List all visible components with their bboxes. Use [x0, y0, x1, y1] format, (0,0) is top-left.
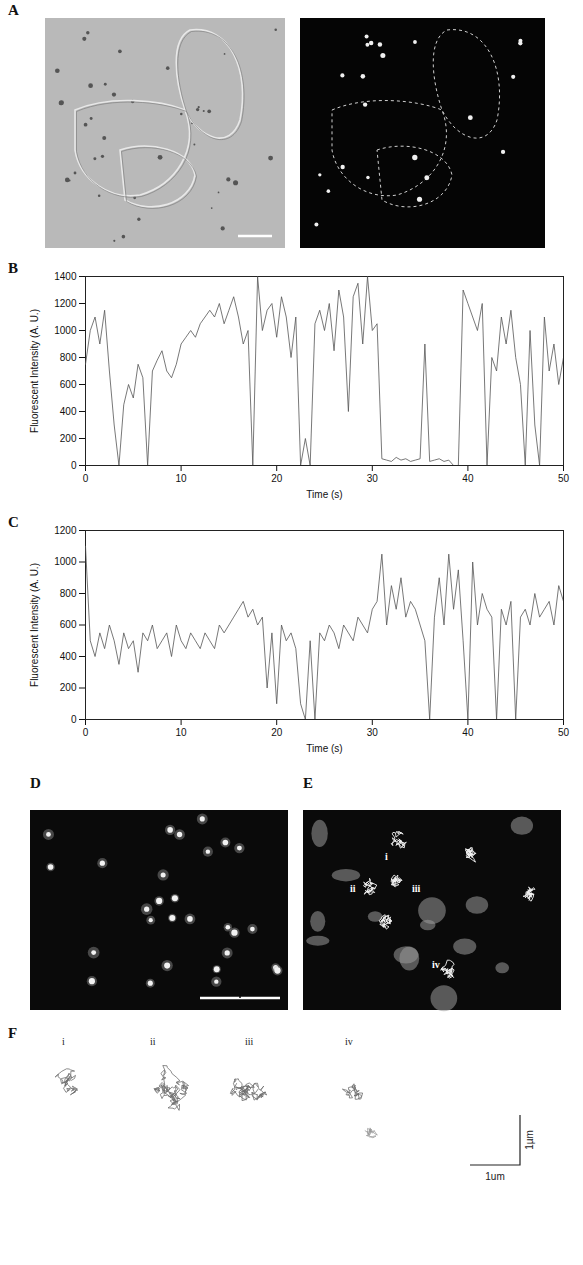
svg-text:400: 400 — [60, 651, 77, 662]
svg-text:iii: iii — [245, 1036, 254, 1047]
svg-text:50: 50 — [558, 727, 570, 738]
svg-text:1200: 1200 — [54, 298, 77, 309]
svg-text:1400: 1400 — [54, 271, 77, 282]
html-text:C: C — [8, 514, 19, 530]
svg-text:0: 0 — [71, 714, 77, 725]
svg-text:i: i — [62, 1036, 65, 1047]
svg-text:0: 0 — [83, 473, 89, 484]
svg-text:1µm: 1µm — [524, 1130, 535, 1150]
svg-text:20: 20 — [271, 473, 283, 484]
svg-text:30: 30 — [367, 473, 379, 484]
svg-text:iv: iv — [345, 1036, 353, 1047]
html-text:E: E — [303, 775, 313, 791]
svg-text:40: 40 — [462, 727, 474, 738]
svg-text:0: 0 — [71, 460, 77, 471]
svg-text:800: 800 — [60, 352, 77, 363]
svg-text:ii: ii — [350, 883, 356, 894]
svg-text:30: 30 — [367, 727, 379, 738]
html-text:F: F — [8, 1025, 18, 1041]
html-text:A: A — [8, 2, 19, 18]
svg-text:ii: ii — [150, 1036, 156, 1047]
svg-text:0: 0 — [83, 727, 89, 738]
svg-text:10: 10 — [176, 727, 188, 738]
svg-text:600: 600 — [60, 619, 77, 630]
html-text:B: B — [8, 260, 18, 276]
svg-text:800: 800 — [60, 588, 77, 599]
svg-text:400: 400 — [60, 406, 77, 417]
svg-text:10: 10 — [176, 473, 188, 484]
svg-text:Time (s): Time (s) — [306, 743, 342, 754]
svg-text:600: 600 — [60, 379, 77, 390]
svg-text:Fluorescent Intensity (A. U.): Fluorescent Intensity (A. U.) — [29, 309, 40, 433]
svg-text:1um: 1um — [485, 1171, 504, 1182]
html-text:D: D — [30, 775, 41, 791]
svg-text:20: 20 — [271, 727, 283, 738]
svg-text:50: 50 — [558, 473, 570, 484]
svg-text:40: 40 — [462, 473, 474, 484]
svg-text:1200: 1200 — [54, 525, 77, 536]
svg-text:Fluorescent Intensity (A. U.): Fluorescent Intensity (A. U.) — [29, 563, 40, 687]
svg-text:iii: iii — [412, 883, 421, 894]
svg-text:1000: 1000 — [54, 556, 77, 567]
svg-text:i: i — [385, 851, 388, 862]
svg-text:1000: 1000 — [54, 325, 77, 336]
svg-text:200: 200 — [60, 433, 77, 444]
svg-text:iv: iv — [432, 959, 440, 970]
svg-text:200: 200 — [60, 682, 77, 693]
svg-text:Time (s): Time (s) — [306, 489, 342, 500]
